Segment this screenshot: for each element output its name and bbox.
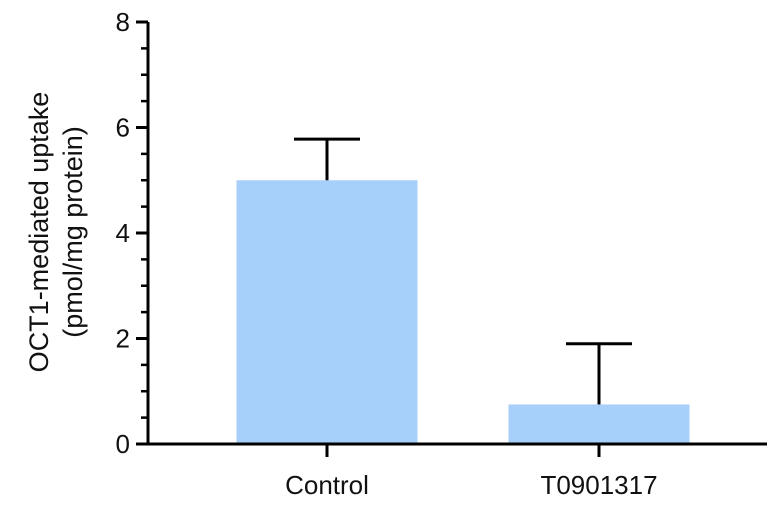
y-tick-label: 2 [116, 324, 130, 354]
y-tick-label: 6 [116, 113, 130, 143]
x-tick-label: T0901317 [540, 470, 657, 500]
y-axis-title-line-2: (pmol/mg protein) [58, 126, 88, 338]
bar-control [236, 180, 418, 444]
error-bars-group [294, 137, 632, 405]
y-tick-label: 8 [116, 7, 130, 37]
x-tick-label: Control [285, 470, 369, 500]
y-tick-label: 0 [116, 429, 130, 459]
bars-group [236, 180, 690, 444]
y-tick-label: 4 [116, 218, 130, 248]
x-ticks-group: Control T0901317 [285, 444, 658, 500]
y-axis-title: OCT1-mediated uptake (pmol/mg protein) [24, 92, 88, 373]
y-ticks-group: 0 2 4 6 8 [116, 7, 148, 459]
bar-t0901317 [508, 404, 690, 444]
y-axis-title-line-1: OCT1-mediated uptake [24, 92, 54, 373]
